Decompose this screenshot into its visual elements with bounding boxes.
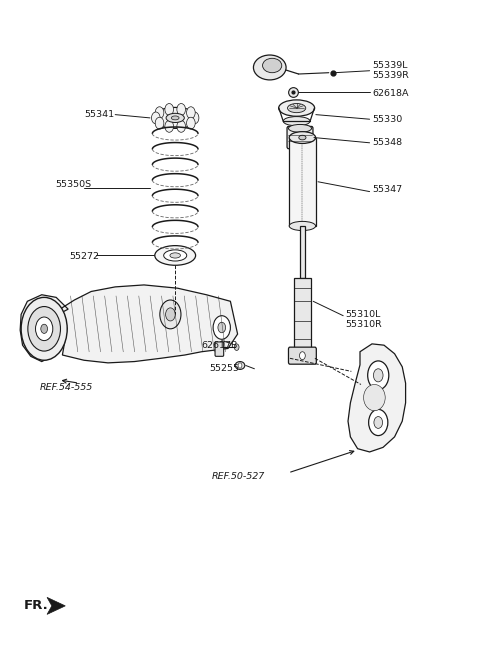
Ellipse shape xyxy=(299,135,306,140)
Ellipse shape xyxy=(21,297,67,360)
Text: 55341: 55341 xyxy=(84,110,114,119)
Ellipse shape xyxy=(155,246,196,265)
Circle shape xyxy=(187,107,195,119)
Polygon shape xyxy=(20,285,238,363)
Circle shape xyxy=(177,121,185,132)
Circle shape xyxy=(155,117,164,129)
Ellipse shape xyxy=(170,253,180,258)
Text: FR.: FR. xyxy=(24,599,49,612)
Text: 55339L
55339R: 55339L 55339R xyxy=(372,61,409,81)
Ellipse shape xyxy=(289,221,316,231)
Polygon shape xyxy=(47,597,65,614)
Ellipse shape xyxy=(235,362,245,369)
Circle shape xyxy=(155,107,164,119)
Ellipse shape xyxy=(364,384,385,411)
Ellipse shape xyxy=(28,307,60,351)
Text: REF.50-527: REF.50-527 xyxy=(212,472,265,481)
Circle shape xyxy=(218,322,226,333)
Circle shape xyxy=(165,121,174,132)
Circle shape xyxy=(369,409,388,436)
Ellipse shape xyxy=(283,117,310,126)
Circle shape xyxy=(374,417,383,428)
FancyBboxPatch shape xyxy=(287,126,313,149)
Text: 55347: 55347 xyxy=(372,185,402,195)
Ellipse shape xyxy=(152,107,198,128)
Text: 55330: 55330 xyxy=(372,115,402,124)
Text: REF.54-555: REF.54-555 xyxy=(39,383,93,392)
Circle shape xyxy=(152,112,160,124)
Circle shape xyxy=(368,361,389,390)
Ellipse shape xyxy=(171,116,179,120)
Ellipse shape xyxy=(289,132,316,143)
Text: 55255: 55255 xyxy=(209,364,239,373)
Text: 55310L
55310R: 55310L 55310R xyxy=(346,310,383,329)
Ellipse shape xyxy=(288,124,312,132)
Circle shape xyxy=(166,308,175,321)
Ellipse shape xyxy=(288,103,306,113)
Circle shape xyxy=(213,316,230,339)
FancyBboxPatch shape xyxy=(294,278,311,350)
Ellipse shape xyxy=(36,317,53,341)
FancyBboxPatch shape xyxy=(300,226,305,278)
Circle shape xyxy=(373,369,383,382)
FancyBboxPatch shape xyxy=(215,342,224,356)
Circle shape xyxy=(165,103,174,115)
Circle shape xyxy=(234,344,239,350)
Circle shape xyxy=(300,352,305,360)
Ellipse shape xyxy=(278,100,315,117)
Circle shape xyxy=(190,112,199,124)
Ellipse shape xyxy=(263,58,282,73)
Circle shape xyxy=(160,300,181,329)
Ellipse shape xyxy=(253,55,286,80)
Text: 55350S: 55350S xyxy=(55,180,91,189)
FancyBboxPatch shape xyxy=(288,347,316,364)
Ellipse shape xyxy=(164,250,187,261)
Circle shape xyxy=(177,103,185,115)
Text: 62617B: 62617B xyxy=(202,341,238,350)
Text: 55272: 55272 xyxy=(70,252,100,261)
Ellipse shape xyxy=(41,324,48,333)
Text: 62618A: 62618A xyxy=(372,88,408,98)
Ellipse shape xyxy=(166,113,184,122)
Circle shape xyxy=(238,363,242,368)
FancyBboxPatch shape xyxy=(289,138,316,226)
Polygon shape xyxy=(348,344,406,452)
Text: 55348: 55348 xyxy=(372,138,402,147)
Circle shape xyxy=(187,117,195,129)
